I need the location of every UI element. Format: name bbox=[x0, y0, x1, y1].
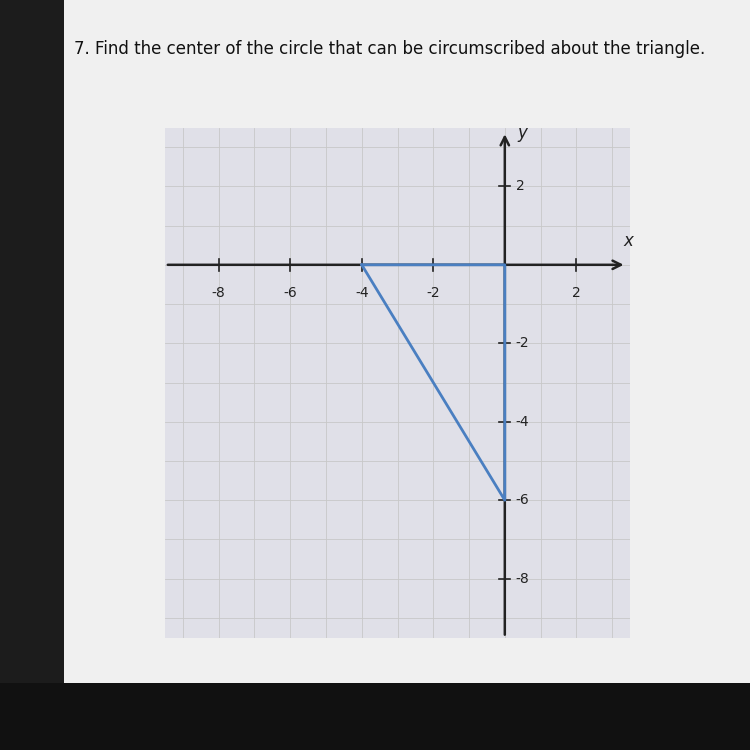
Text: -4: -4 bbox=[355, 286, 368, 301]
Text: -6: -6 bbox=[284, 286, 297, 301]
Text: 2: 2 bbox=[572, 286, 580, 301]
Text: -2: -2 bbox=[515, 336, 529, 350]
Text: -4: -4 bbox=[515, 415, 529, 429]
Text: x: x bbox=[623, 232, 633, 250]
Text: -6: -6 bbox=[515, 494, 529, 507]
Text: 2: 2 bbox=[515, 179, 524, 194]
Text: -8: -8 bbox=[211, 286, 226, 301]
Text: -8: -8 bbox=[515, 572, 529, 586]
Text: y: y bbox=[518, 124, 528, 142]
Text: 7. Find the center of the circle that can be circumscribed about the triangle.: 7. Find the center of the circle that ca… bbox=[74, 40, 706, 58]
Text: -2: -2 bbox=[427, 286, 440, 301]
